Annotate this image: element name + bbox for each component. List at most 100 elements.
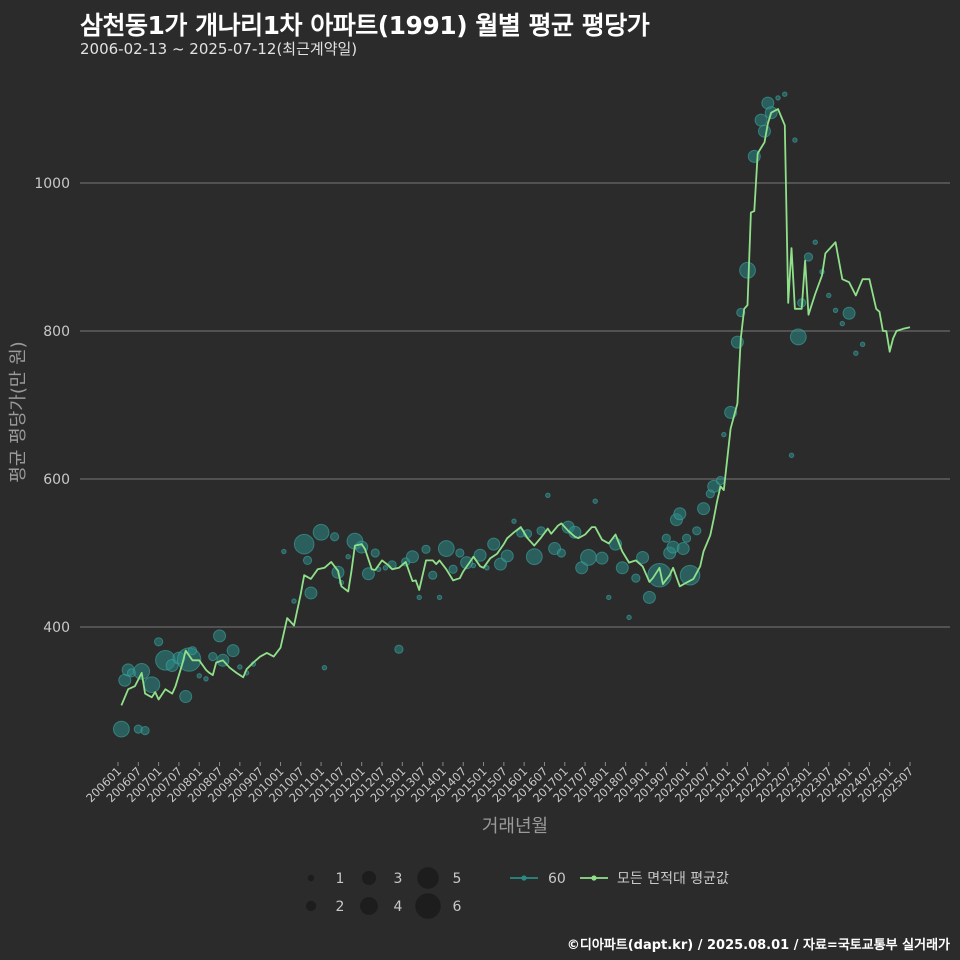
data-point-115 xyxy=(839,320,846,327)
y-axis-label: 평균 평당가(만 원) xyxy=(8,341,29,482)
data-point-70 xyxy=(580,549,597,566)
data-point-5 xyxy=(133,663,151,680)
data-point-107 xyxy=(792,137,798,143)
x-tick-labels: 2006012006072007012007072008012008072009… xyxy=(83,762,916,805)
data-point-25 xyxy=(291,598,297,604)
data-point-88 xyxy=(679,564,701,586)
data-point-38 xyxy=(370,548,380,558)
legend-size-6 xyxy=(415,893,441,919)
x-axis-label: 거래년월 xyxy=(482,816,548,837)
legend-size-label-4: 4 xyxy=(394,899,403,915)
data-point-54 xyxy=(473,548,487,562)
y-tick-600: 600 xyxy=(43,472,70,488)
data-point-50 xyxy=(448,564,458,574)
data-point-0 xyxy=(112,720,130,738)
data-point-93 xyxy=(715,475,726,486)
data-point-90 xyxy=(697,502,711,516)
data-point-73 xyxy=(606,594,612,601)
data-point-116 xyxy=(842,306,856,320)
data-point-44 xyxy=(405,550,419,564)
source-caption: ©디아파트(dapt.kr) / 2025.08.01 / 자료=국토교통부 실… xyxy=(566,938,950,953)
data-point-111 xyxy=(812,239,818,245)
legend-size-1 xyxy=(307,874,315,882)
data-point-71 xyxy=(592,498,598,504)
data-point-8 xyxy=(154,637,164,647)
data-point-101 xyxy=(757,124,771,138)
data-point-6 xyxy=(140,726,150,736)
data-point-105 xyxy=(782,91,788,97)
data-point-72 xyxy=(595,551,609,565)
data-point-51 xyxy=(455,548,465,558)
data-point-16 xyxy=(203,676,209,682)
legend-size-5 xyxy=(417,867,439,889)
data-point-110 xyxy=(803,252,814,262)
data-point-28 xyxy=(304,586,318,600)
legend-size-label-2: 2 xyxy=(336,899,345,915)
y-tick-labels: 400 600 800 1000 xyxy=(34,176,70,636)
data-point-29 xyxy=(312,523,330,541)
legend-size-label-5: 5 xyxy=(453,871,462,887)
data-point-85 xyxy=(673,507,687,521)
data-point-17 xyxy=(208,652,218,662)
data-point-78 xyxy=(636,550,650,564)
legend-size-label-3: 3 xyxy=(394,871,403,887)
data-point-58 xyxy=(500,549,514,563)
y-tick-400: 400 xyxy=(43,620,70,636)
average-line-path xyxy=(120,108,911,706)
data-point-98 xyxy=(739,261,756,279)
legend-size-2 xyxy=(305,900,317,912)
average-line xyxy=(120,108,911,706)
legend-series-avg-label: 모든 면적대 평균값 xyxy=(617,871,729,887)
data-point-55 xyxy=(484,565,490,571)
data-point-53 xyxy=(470,562,477,569)
legend-size-4 xyxy=(360,897,378,915)
data-point-100 xyxy=(754,113,768,127)
legend-series-60-marker xyxy=(521,875,527,881)
data-point-87 xyxy=(682,533,692,543)
data-point-76 xyxy=(626,614,632,621)
grid-lines xyxy=(80,182,950,628)
data-point-81 xyxy=(661,533,671,543)
data-point-27 xyxy=(302,555,313,566)
data-point-34 xyxy=(345,554,351,560)
data-point-108 xyxy=(789,328,807,346)
data-point-59 xyxy=(511,518,517,524)
chart-title: 삼천동1가 개나리1차 아파트(1991) 월별 평균 평당가 xyxy=(80,11,650,40)
data-point-114 xyxy=(832,307,839,313)
data-point-77 xyxy=(631,573,641,583)
data-point-118 xyxy=(859,341,866,348)
data-point-86 xyxy=(676,542,690,556)
data-point-37 xyxy=(361,567,375,581)
data-point-42 xyxy=(394,644,404,654)
data-point-45 xyxy=(416,594,422,601)
data-point-89 xyxy=(692,526,702,536)
data-point-113 xyxy=(826,292,832,299)
data-point-66 xyxy=(556,548,566,558)
data-point-56 xyxy=(487,537,501,551)
data-point-75 xyxy=(615,561,629,575)
data-point-117 xyxy=(853,350,859,356)
y-tick-800: 800 xyxy=(43,324,70,340)
legend-size-label-6: 6 xyxy=(453,899,462,915)
chart-subtitle: 2006-02-13 ~ 2025-07-12(최근계약일) xyxy=(80,40,358,58)
data-point-15 xyxy=(196,673,202,679)
data-point-20 xyxy=(226,644,240,658)
data-point-7 xyxy=(143,676,161,694)
data-point-79 xyxy=(642,590,656,604)
data-point-52 xyxy=(460,556,474,570)
data-point-62 xyxy=(525,548,543,566)
data-point-21 xyxy=(237,664,243,670)
data-point-104 xyxy=(775,95,781,101)
data-point-48 xyxy=(436,594,443,601)
data-point-30 xyxy=(321,665,328,671)
legend-size-3 xyxy=(362,871,376,885)
scatter-points xyxy=(112,91,866,738)
data-point-64 xyxy=(545,492,551,498)
data-point-31 xyxy=(330,532,340,542)
data-point-24 xyxy=(281,548,287,555)
data-point-14 xyxy=(187,646,198,656)
y-tick-1000: 1000 xyxy=(34,176,70,192)
data-point-47 xyxy=(428,570,438,580)
legend-size-label-1: 1 xyxy=(336,871,345,887)
